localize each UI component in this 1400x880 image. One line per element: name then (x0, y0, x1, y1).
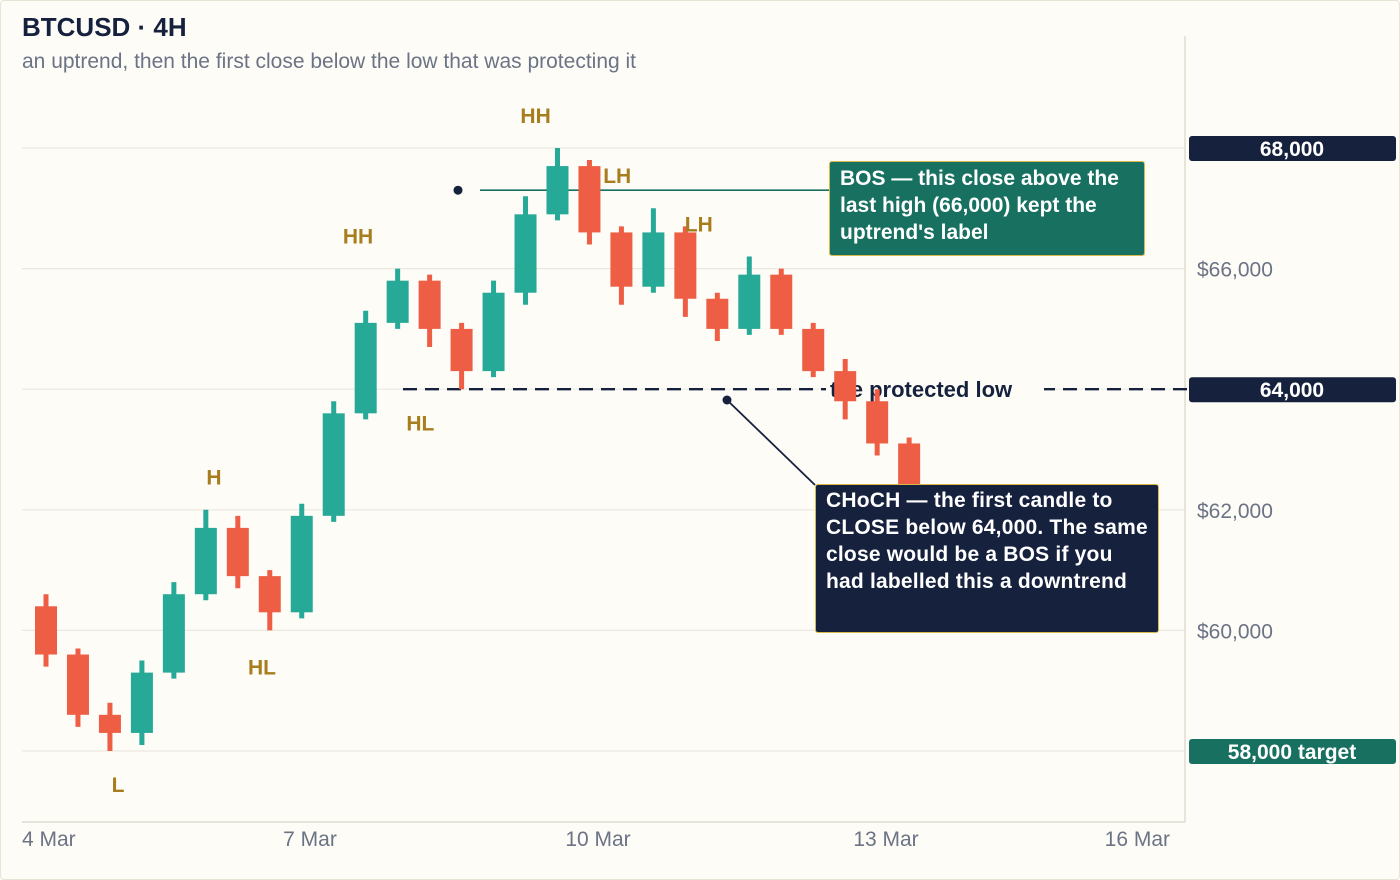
candle-body (450, 328, 473, 372)
candle (546, 148, 569, 221)
bos-anchor-dot (453, 185, 463, 195)
candle-body (226, 527, 249, 577)
candle (226, 515, 249, 589)
protected-low-label: the protected low (830, 377, 1013, 402)
bos-annotation: BOS — this close above the last high (66… (829, 161, 1145, 256)
price-badge (1189, 377, 1396, 403)
price-badge (1189, 136, 1396, 161)
candle (802, 322, 825, 378)
candle-body (258, 576, 281, 613)
x-tick-label: 16 Mar (1105, 828, 1170, 851)
candle-body (642, 232, 665, 287)
candle (290, 503, 313, 619)
swing-label-hl: HL (248, 657, 276, 680)
candle-body (290, 515, 313, 613)
candle-body (130, 672, 153, 733)
chart-subtitle: an uptrend, then the first close below t… (22, 50, 637, 73)
candle-body (770, 274, 793, 329)
x-tick-label: 10 Mar (565, 828, 630, 851)
candle-body (546, 166, 569, 215)
candle (674, 226, 697, 317)
candle (642, 208, 665, 293)
protected-low-label-bg (826, 375, 1044, 404)
swing-label-l: L (112, 774, 125, 797)
candle-body (194, 527, 217, 595)
chart-title: BTCUSD · 4H (22, 12, 187, 42)
y-tick-label: $62,000 (1197, 500, 1273, 523)
candle (514, 196, 537, 305)
candle (578, 160, 601, 245)
candle-body (322, 413, 345, 516)
candle-body (866, 401, 889, 444)
candle (258, 570, 281, 631)
candle (35, 594, 57, 667)
swing-label-lh: LH (603, 165, 631, 188)
candle-body (738, 274, 761, 329)
choch-annotation: CHoCH — the first candle to CLOSE below … (815, 484, 1159, 633)
candle-body (898, 443, 921, 486)
candle-body (418, 280, 441, 329)
candle-body (98, 714, 121, 733)
candle (354, 310, 377, 420)
candle-body (162, 594, 185, 673)
candle (834, 359, 857, 420)
candle (706, 292, 729, 341)
candle (98, 702, 121, 751)
price-badge-label: 58,000 target (1228, 741, 1356, 764)
candle-body (834, 371, 857, 402)
candle (610, 226, 633, 305)
candle (162, 582, 185, 679)
candle (130, 660, 153, 745)
candle-body (66, 654, 89, 715)
x-tick-label: 13 Mar (853, 828, 918, 851)
swing-label-hl: HL (406, 412, 434, 435)
candle-body (514, 214, 537, 293)
x-tick-label: 4 Mar (22, 828, 76, 851)
candle (66, 648, 89, 727)
choch-anchor-dot (722, 395, 732, 405)
y-tick-label: $66,000 (1197, 259, 1273, 282)
candle-body (674, 232, 697, 299)
candle (386, 268, 409, 329)
candle (770, 268, 793, 335)
swing-label-h: H (206, 467, 221, 490)
candle (450, 322, 473, 390)
candle (738, 256, 761, 335)
candle-body (482, 292, 505, 372)
candle (322, 401, 345, 522)
price-badge-label: 64,000 (1260, 379, 1324, 402)
price-badge-label: 68,000 (1260, 138, 1324, 161)
swing-label-hh: HH (520, 105, 550, 128)
candle-body (706, 298, 729, 329)
candle-body (802, 328, 825, 372)
candle (194, 509, 217, 601)
candle-body (35, 606, 57, 655)
x-tick-label: 7 Mar (283, 828, 337, 851)
candle-body (610, 232, 633, 287)
candle (418, 274, 441, 347)
swing-label-lh: LH (685, 213, 713, 236)
candle (482, 280, 505, 378)
candle-body (578, 166, 601, 233)
swing-label-hh: HH (343, 225, 373, 248)
candle (866, 389, 889, 456)
price-badge (1189, 739, 1396, 764)
candle-body (386, 280, 409, 323)
choch-connector (726, 399, 816, 486)
y-tick-label: $60,000 (1197, 620, 1273, 643)
candle-body (354, 322, 377, 414)
